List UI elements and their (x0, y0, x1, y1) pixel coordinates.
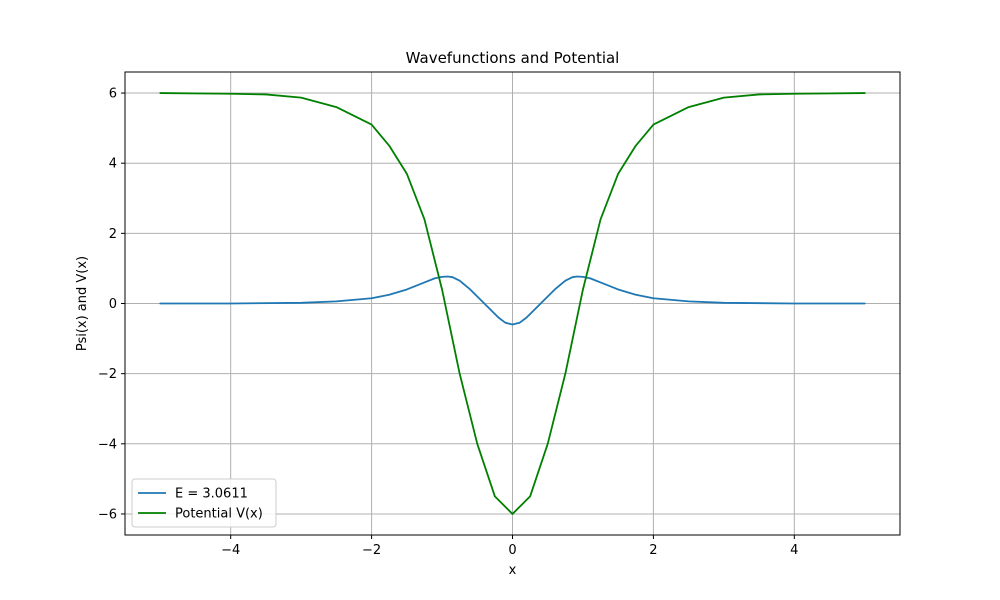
chart-title: Wavefunctions and Potential (406, 49, 620, 67)
y-axis-label: Psi(x) and V(x) (75, 256, 90, 351)
x-tick-label: −4 (221, 543, 240, 558)
legend-box (131, 478, 277, 528)
y-tick-label: 0 (109, 297, 117, 312)
y-tick-label: −4 (98, 437, 117, 452)
legend-entry-label: E = 3.0611 (175, 487, 248, 502)
x-tick-label: 2 (649, 543, 657, 558)
x-tick-label: −2 (362, 543, 381, 558)
y-tick-label: −2 (98, 367, 117, 382)
y-tick-label: −6 (98, 507, 117, 522)
y-tick-label: 6 (109, 87, 117, 102)
ticks: −4 −2 0 2 4 −6 −4 −2 0 2 4 6 (98, 87, 799, 558)
y-tick-label: 2 (109, 227, 117, 242)
legend: E = 3.0611 Potential V(x) (131, 478, 277, 528)
x-tick-label: 0 (508, 543, 516, 558)
legend-entry-label: Potential V(x) (175, 507, 263, 522)
x-tick-label: 4 (790, 543, 798, 558)
y-tick-label: 4 (109, 157, 117, 172)
series-line-wavefunction (159, 275, 866, 326)
series-line-potential (159, 92, 866, 515)
series-group (159, 92, 866, 515)
x-axis-label: x (509, 563, 517, 578)
